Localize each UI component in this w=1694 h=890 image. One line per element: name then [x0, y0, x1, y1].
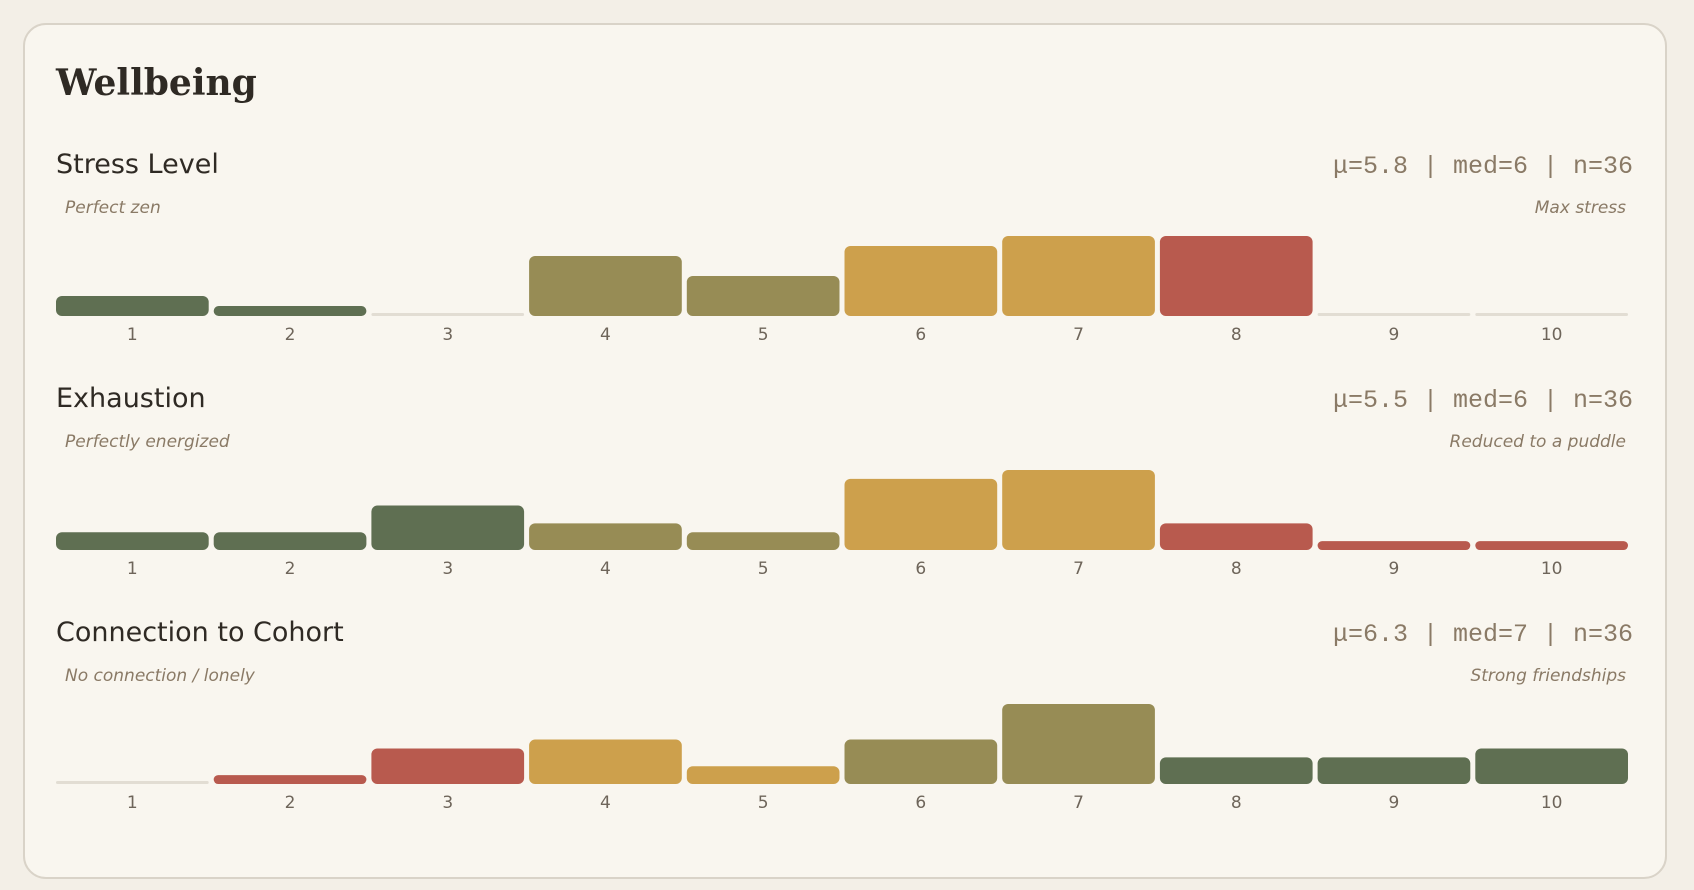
x-tick-label: 8	[1231, 325, 1242, 345]
bar	[56, 296, 209, 316]
x-tick-label: 4	[600, 325, 611, 345]
chart-title: Connection to Cohort	[56, 617, 344, 648]
bar	[529, 739, 682, 784]
bar	[371, 505, 525, 550]
x-tick-label: 7	[1073, 325, 1084, 345]
bar	[1002, 470, 1155, 550]
x-tick-label: 4	[600, 559, 611, 579]
x-tick-label: 3	[442, 559, 453, 579]
x-tick-label: 4	[600, 793, 611, 813]
bar	[1475, 748, 1628, 784]
x-tick-label: 6	[915, 325, 926, 345]
bar	[371, 748, 525, 784]
bar	[371, 313, 525, 316]
bar	[213, 306, 367, 316]
bar	[686, 532, 840, 550]
high-label: Strong friendships	[1470, 666, 1626, 686]
x-tick-label: 3	[442, 325, 453, 345]
bar	[844, 246, 998, 316]
bar	[1002, 704, 1155, 784]
chart-stats: μ=6.3 | med=7 | n=36	[1333, 620, 1633, 649]
bar	[1159, 236, 1313, 316]
x-tick-label: 1	[127, 793, 138, 813]
x-tick-label: 8	[1231, 793, 1242, 813]
bar	[529, 256, 682, 316]
x-tick-label: 10	[1541, 559, 1563, 579]
x-tick-label: 1	[127, 559, 138, 579]
chart-title: Exhaustion	[56, 383, 206, 414]
bar	[1159, 757, 1313, 784]
bar	[1002, 236, 1155, 316]
low-label: Perfectly energized	[65, 432, 230, 452]
low-label: Perfect zen	[65, 198, 161, 218]
x-tick-label: 6	[915, 793, 926, 813]
x-tick-label: 8	[1231, 559, 1242, 579]
x-tick-label: 7	[1073, 559, 1084, 579]
x-tick-label: 2	[285, 325, 296, 345]
x-tick-label: 9	[1389, 793, 1400, 813]
high-label: Reduced to a puddle	[1450, 432, 1626, 452]
bar	[56, 532, 209, 550]
x-tick-label: 6	[915, 559, 926, 579]
high-label: Max stress	[1535, 198, 1626, 218]
bar	[1317, 313, 1471, 316]
bar	[1475, 313, 1628, 316]
x-tick-label: 2	[285, 559, 296, 579]
x-tick-label: 3	[442, 793, 453, 813]
x-tick-label: 7	[1073, 793, 1084, 813]
page-title: Wellbeing	[55, 62, 257, 104]
bar	[686, 276, 840, 316]
x-tick-label: 5	[758, 793, 769, 813]
x-tick-label: 10	[1541, 325, 1563, 345]
x-tick-label: 5	[758, 559, 769, 579]
bar	[56, 781, 209, 784]
x-tick-label: 1	[127, 325, 138, 345]
chart-title: Stress Level	[56, 149, 219, 180]
low-label: No connection / lonely	[65, 666, 256, 686]
bar	[686, 766, 840, 784]
chart-stats: μ=5.8 | med=6 | n=36	[1333, 152, 1633, 181]
chart-stats: μ=5.5 | med=6 | n=36	[1333, 386, 1633, 415]
bar	[213, 775, 367, 784]
x-tick-label: 9	[1389, 325, 1400, 345]
bar	[1317, 757, 1471, 784]
x-tick-label: 9	[1389, 559, 1400, 579]
bar	[213, 532, 367, 550]
x-tick-label: 5	[758, 325, 769, 345]
bar	[529, 523, 682, 550]
x-tick-label: 10	[1541, 793, 1563, 813]
bar	[1159, 523, 1313, 550]
bar	[1317, 541, 1471, 550]
bar	[844, 739, 998, 784]
x-tick-label: 2	[285, 793, 296, 813]
bar	[1475, 541, 1628, 550]
bar	[844, 478, 998, 550]
